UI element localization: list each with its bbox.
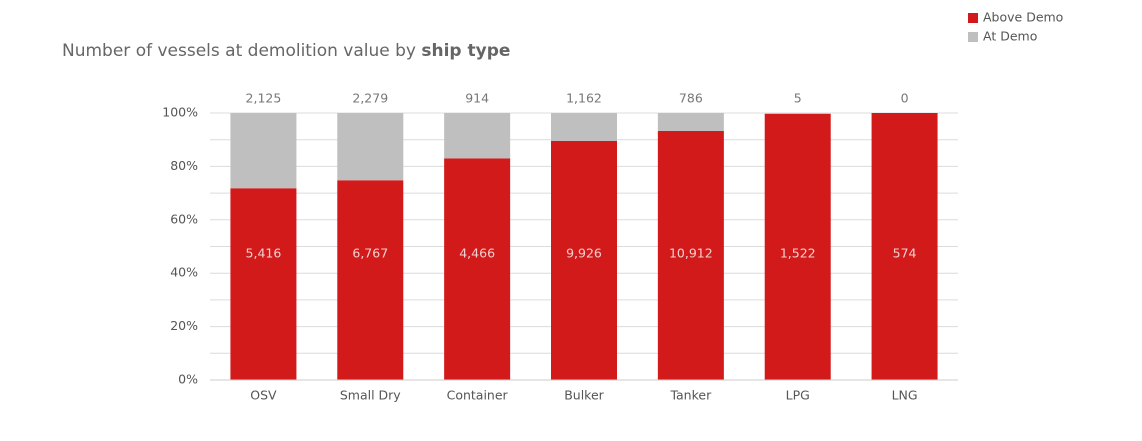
value-label: 5	[794, 91, 802, 106]
x-tick-label: Tanker	[669, 388, 712, 403]
y-tick-label: 40%	[170, 265, 198, 280]
bar-segment	[230, 113, 297, 189]
bar-segment	[337, 180, 404, 380]
title-text: Number of vessels at demolition value by	[62, 41, 416, 61]
x-tick-label: LNG	[892, 388, 918, 403]
bar-segment	[444, 113, 511, 159]
value-label: 2,279	[352, 91, 388, 106]
value-label: 4,466	[459, 246, 495, 261]
bar-segment	[764, 113, 831, 114]
bar-segment	[657, 130, 724, 380]
x-tick-label: LPG	[786, 388, 810, 403]
value-label: 6,767	[352, 246, 388, 261]
bar-segment	[764, 113, 831, 380]
y-tick-label: 20%	[170, 318, 198, 333]
bar-segment	[337, 113, 404, 181]
bar-segment	[551, 113, 617, 141]
bar-segment	[871, 113, 938, 380]
y-tick-label: 60%	[170, 211, 198, 226]
y-tick-label: 80%	[170, 158, 198, 173]
legend-label: At Demo	[983, 29, 1037, 44]
value-label: 786	[679, 91, 703, 106]
value-label: 10,912	[669, 246, 713, 261]
y-tick-label: 100%	[162, 105, 198, 120]
value-label: 9,926	[566, 246, 602, 261]
value-label: 1,162	[566, 91, 602, 106]
value-label: 5,416	[246, 246, 282, 261]
x-tick-label: Bulker	[564, 388, 604, 403]
bar-segment	[444, 158, 511, 380]
chart-title: Number of vessels at demolition value by…	[62, 41, 510, 61]
legend-swatch	[968, 13, 978, 23]
value-label: 0	[901, 91, 909, 106]
value-label: 914	[465, 91, 489, 106]
bar-segment	[551, 140, 617, 380]
legend-swatch	[968, 32, 978, 42]
value-label: 2,125	[246, 91, 282, 106]
value-label: 574	[893, 246, 917, 261]
legend-label: Above Demo	[983, 10, 1063, 25]
title-emphasis: ship type	[421, 41, 510, 61]
x-tick-label: Container	[447, 388, 509, 403]
value-label: 1,522	[780, 246, 816, 261]
x-tick-label: Small Dry	[340, 388, 401, 403]
x-tick-label: OSV	[250, 388, 277, 403]
bar-segment	[657, 113, 724, 131]
y-tick-label: 0%	[178, 372, 198, 387]
bar-segment	[230, 188, 297, 380]
